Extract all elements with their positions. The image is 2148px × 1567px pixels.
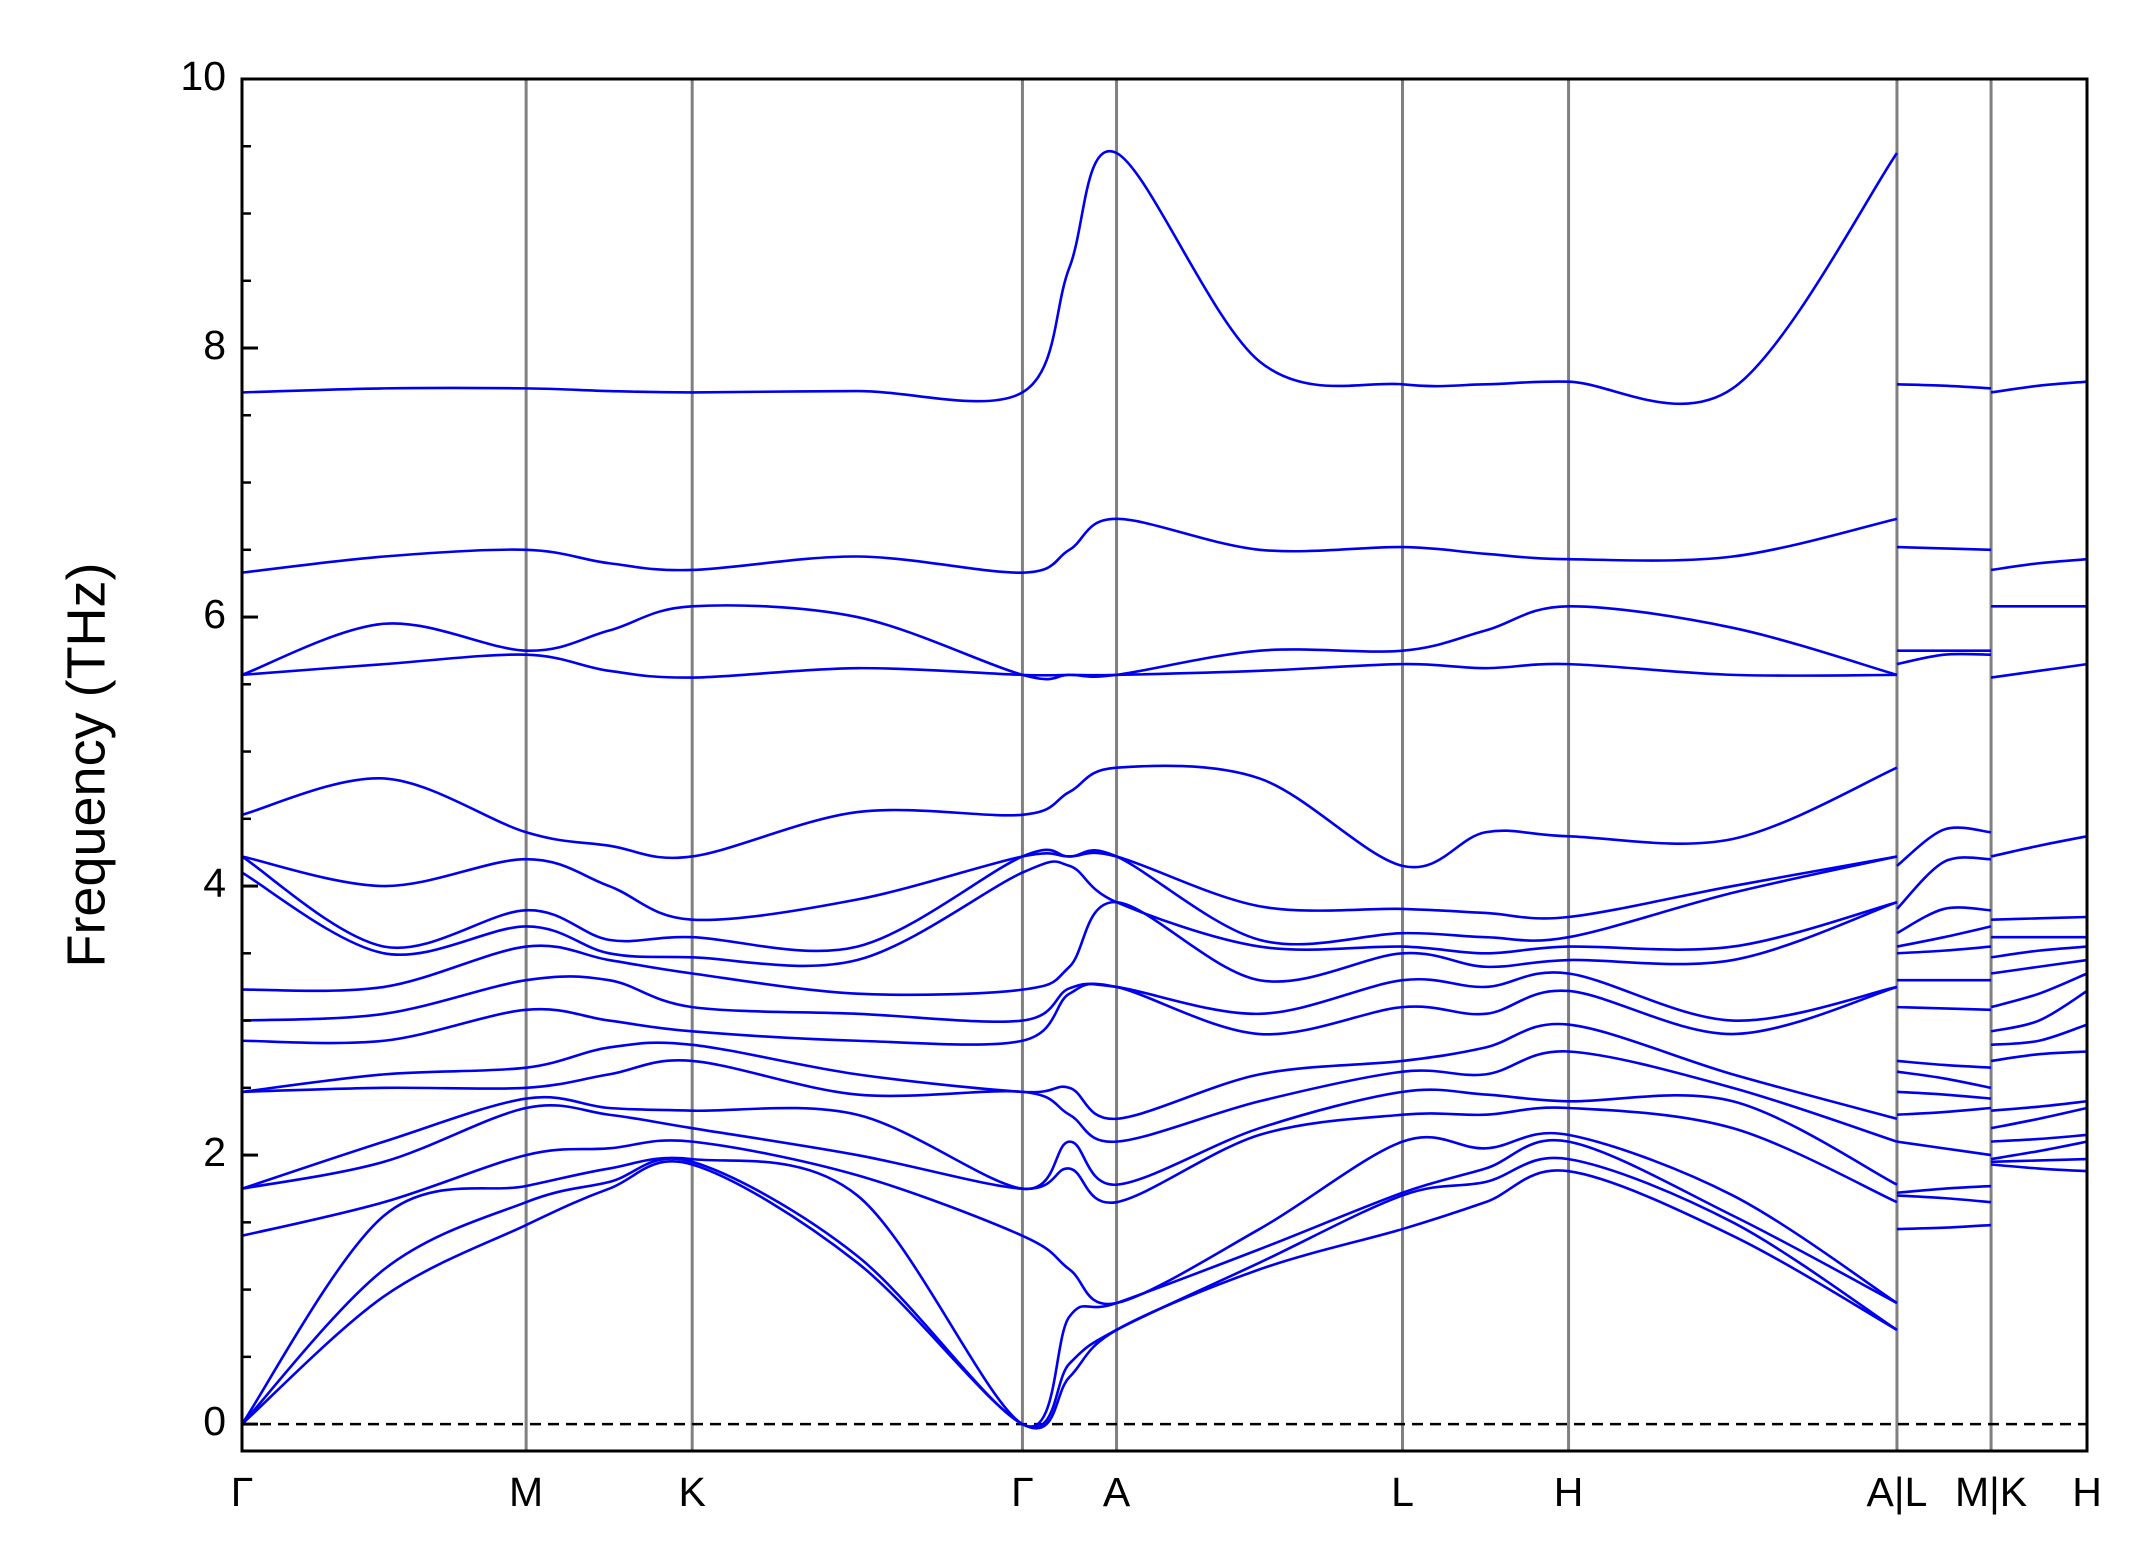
band: [241, 982, 2088, 1046]
band: [241, 517, 2088, 574]
band: [241, 860, 2088, 968]
band: [241, 900, 2088, 997]
x-tick-label: A|L: [1867, 1469, 1928, 1515]
band: [241, 971, 2088, 1023]
y-tick-label: 0: [203, 1398, 226, 1444]
x-tick-label: A: [1103, 1469, 1131, 1515]
band: [241, 1159, 2088, 1430]
x-tick-label: K: [679, 1469, 706, 1515]
x-tick-label: H: [2072, 1469, 2102, 1515]
band: [240, 1138, 2088, 1428]
y-axis-label: Frequency (THz): [56, 562, 116, 967]
x-tick-label: M|K: [1955, 1469, 2027, 1515]
band: [241, 1088, 2088, 1191]
band: [241, 149, 2088, 406]
band: [241, 1156, 2088, 1429]
y-tick-label: 10: [180, 53, 226, 99]
band: [241, 1022, 2088, 1121]
y-tick-label: 6: [203, 591, 226, 637]
band: [241, 851, 2088, 922]
band: [241, 1104, 2088, 1204]
y-tick-label: 8: [203, 322, 226, 368]
x-tick-label: H: [1554, 1469, 1584, 1515]
band: [241, 1131, 2088, 1306]
y-tick-label: 4: [203, 860, 226, 906]
band: [241, 604, 2087, 681]
plot-frame: [240, 77, 2089, 1453]
x-tick-label: M: [509, 1469, 543, 1515]
y-tick-label: 2: [203, 1129, 226, 1175]
band: [241, 1050, 2088, 1143]
x-tick-label: Γ: [231, 1469, 254, 1515]
x-tick-label: L: [1391, 1469, 1414, 1515]
band: [241, 764, 2088, 869]
x-tick-label: Γ: [1011, 1469, 1034, 1515]
